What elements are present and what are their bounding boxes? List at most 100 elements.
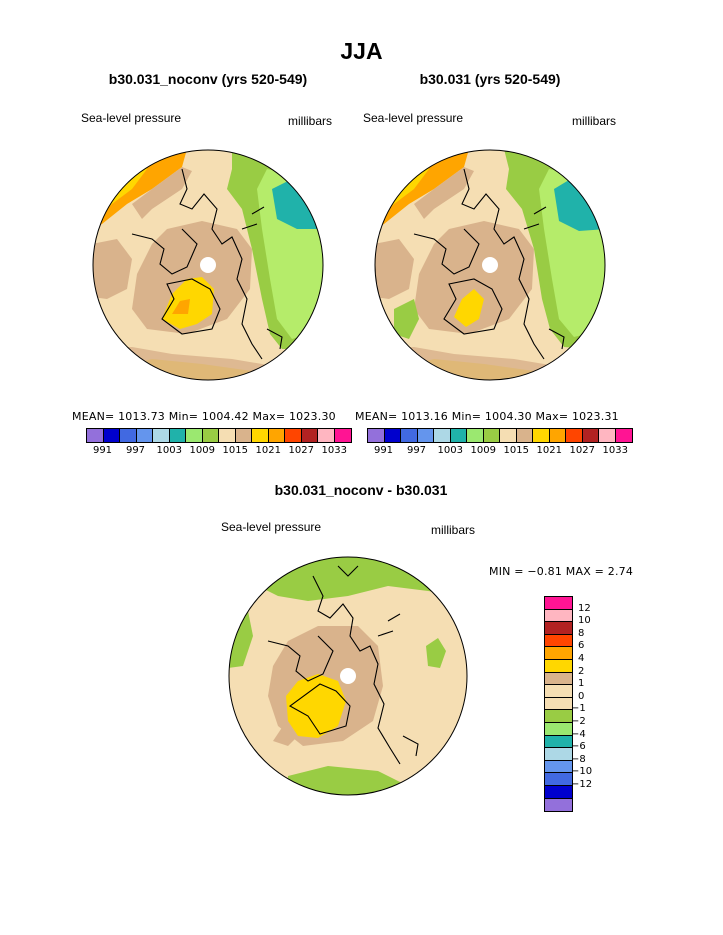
panel-3-colorbar — [544, 596, 573, 813]
panel-1-title: b30.031_noconv (yrs 520-549) — [108, 71, 308, 87]
colorbar-tick-label: −4 — [571, 728, 586, 740]
colorbar-swatch — [566, 429, 583, 442]
colorbar-tick-label: 997 — [406, 445, 427, 456]
coastline — [131, 168, 283, 360]
panel-3-units-label: millibars — [431, 523, 476, 537]
colorbar-swatch — [318, 429, 335, 442]
colorbar-swatch — [545, 609, 572, 623]
panel-1-colorbar-labels: 991 997 1003 1009 1015 1021 1027 1033 — [86, 445, 350, 459]
colorbar-swatch — [153, 429, 170, 442]
panel-1-stats: MEAN= 1013.73 Min= 1004.42 Max= 1023.30 — [72, 410, 336, 423]
colorbar-swatch — [301, 429, 318, 442]
colorbar-swatch — [545, 798, 572, 812]
colorbar-swatch — [549, 429, 566, 442]
colorbar-swatch — [202, 429, 219, 442]
panel-1-colorbar — [86, 428, 352, 443]
colorbar-tick-label: −6 — [571, 741, 586, 753]
colorbar-tick-label: 997 — [125, 445, 146, 456]
colorbar-swatch — [384, 429, 401, 442]
colorbar-swatch — [467, 429, 484, 442]
colorbar-swatch — [136, 429, 153, 442]
panel-1-polar-map — [92, 149, 324, 381]
panel-2-units-label: millibars — [572, 114, 617, 128]
colorbar-swatch — [120, 429, 137, 442]
colorbar-swatch — [545, 760, 572, 774]
colorbar-swatch — [545, 735, 572, 749]
colorbar-tick-label: 1015 — [222, 445, 248, 456]
colorbar-swatch — [87, 429, 104, 442]
page-title: JJA — [340, 38, 383, 64]
colorbar-swatch — [582, 429, 599, 442]
panel-3-variable-label: Sea-level pressure — [221, 520, 322, 534]
colorbar-tick-label: −8 — [571, 753, 586, 765]
colorbar-swatch — [533, 429, 550, 442]
colorbar-swatch — [545, 748, 572, 761]
panel-2-variable-label: Sea-level pressure — [363, 111, 464, 125]
colorbar-swatch — [186, 429, 203, 442]
panel-3-stats: MIN = −0.81 MAX = 2.74 — [489, 565, 634, 578]
colorbar-tick-label: 1021 — [536, 445, 562, 456]
colorbar-tick-label: 1009 — [189, 445, 215, 456]
panel-2-colorbar — [367, 428, 633, 443]
colorbar-swatch — [103, 429, 120, 442]
colorbar-tick-label: 1027 — [569, 445, 595, 456]
colorbar-swatch — [545, 622, 572, 635]
colorbar-tick-label: 1033 — [602, 445, 628, 456]
colorbar-tick-label: 4 — [578, 653, 585, 664]
tan-contour-north — [132, 167, 192, 219]
colorbar-swatch — [545, 647, 572, 660]
colorbar-tick-label: 1003 — [156, 445, 182, 456]
colorbar-tick-label: 6 — [578, 640, 585, 652]
colorbar-tick-label: 1015 — [503, 445, 529, 456]
colorbar-swatch — [545, 685, 572, 698]
colorbar-swatch — [417, 429, 434, 442]
colorbar-swatch — [599, 429, 616, 442]
panel-3-title: b30.031_noconv - b30.031 — [274, 482, 448, 498]
colorbar-swatch — [219, 429, 236, 442]
colorbar-tick-label: 1 — [578, 678, 585, 690]
colorbar-tick-label: 991 — [373, 445, 394, 456]
colorbar-tick-label: 1027 — [288, 445, 314, 456]
colorbar-tick-label: −2 — [571, 716, 586, 727]
colorbar-tick-label: −12 — [571, 779, 593, 790]
colorbar-swatch — [483, 429, 500, 442]
colorbar-tick-label: −10 — [571, 766, 593, 778]
panel-2-polar-map — [374, 149, 606, 381]
pole-hole — [200, 257, 216, 273]
colorbar-swatch — [545, 785, 572, 799]
colorbar-tick-label: 0 — [578, 690, 585, 702]
colorbar-swatch — [516, 429, 533, 442]
colorbar-tick-label: 12 — [578, 602, 591, 614]
panel-2-title: b30.031 (yrs 520-549) — [419, 71, 561, 87]
colorbar-swatch — [545, 773, 572, 786]
colorbar-swatch — [545, 597, 572, 610]
colorbar-swatch — [268, 429, 285, 442]
colorbar-swatch — [615, 429, 632, 442]
colorbar-swatch — [500, 429, 517, 442]
colorbar-swatch — [545, 697, 572, 711]
panel-2-stats: MEAN= 1013.16 Min= 1004.30 Max= 1023.31 — [355, 410, 619, 423]
colorbar-swatch — [450, 429, 467, 442]
panel-3-colorbar-labels: 12 10 8 6 4 2 1 0 −1 −2 −4 −6 −8 −10 −12 — [571, 596, 618, 801]
panel-2-colorbar-labels: 991 997 1003 1009 1015 1021 1027 1033 — [367, 445, 631, 459]
colorbar-swatch — [545, 710, 572, 723]
panel-1-units-label: millibars — [288, 114, 333, 128]
colorbar-swatch — [252, 429, 269, 442]
panel-1-variable-label: Sea-level pressure — [81, 111, 182, 125]
tan-contour-west — [93, 239, 132, 299]
colorbar-swatch — [545, 659, 572, 673]
colorbar-swatch — [334, 429, 351, 442]
colorbar-tick-label: 1021 — [255, 445, 281, 456]
colorbar-swatch — [285, 429, 302, 442]
colorbar-swatch — [169, 429, 186, 442]
colorbar-swatch — [545, 634, 572, 648]
colorbar-tick-label: 991 — [92, 445, 113, 456]
colorbar-tick-label: 1009 — [470, 445, 496, 456]
map-frame — [92, 149, 324, 381]
colorbar-tick-label: 8 — [578, 627, 585, 639]
panel-3-polar-map — [228, 556, 468, 796]
orange-contour-greenland — [172, 299, 190, 314]
colorbar-swatch — [545, 672, 572, 686]
colorbar-swatch — [401, 429, 418, 442]
colorbar-tick-label: 1033 — [321, 445, 347, 456]
